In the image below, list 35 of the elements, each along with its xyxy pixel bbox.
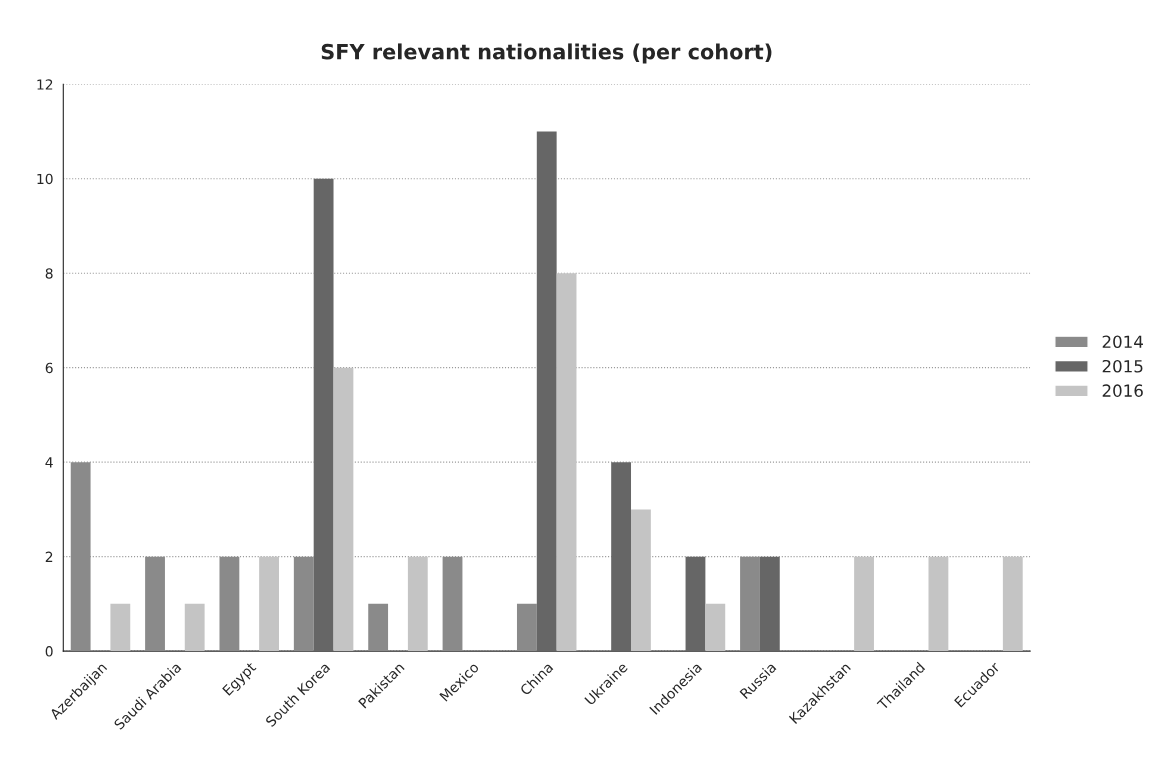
y-tick-label: 8 [45, 268, 53, 279]
bar [293, 556, 314, 652]
bar [611, 462, 632, 652]
y-tick-label: 0 [45, 646, 53, 657]
bar [928, 556, 949, 652]
bar [110, 603, 131, 652]
bar [685, 556, 706, 652]
bar [407, 556, 428, 652]
bar [1002, 556, 1023, 652]
legend-label: 2015 [1102, 359, 1143, 373]
legend-label: 2014 [1102, 335, 1143, 349]
bar [740, 556, 760, 652]
legend-label: 2016 [1102, 384, 1143, 397]
y-tick-label: 12 [37, 79, 53, 90]
bar [854, 556, 874, 652]
chart-title: SFY relevant nationalities (per cohort) [321, 43, 772, 64]
bar [442, 556, 463, 652]
y-tick-label: 2 [45, 551, 53, 562]
bar [516, 603, 537, 652]
y-tick-label: 4 [45, 457, 53, 468]
bar [536, 131, 557, 652]
y-tick-label: 10 [37, 173, 53, 185]
bar [631, 509, 651, 652]
bar [368, 603, 389, 652]
bar [70, 462, 91, 652]
bar [184, 603, 205, 652]
bar [705, 603, 726, 652]
bar [556, 273, 577, 652]
bar [259, 556, 279, 652]
bar [313, 178, 334, 652]
y-tick-label: 6 [45, 362, 53, 374]
bar [219, 556, 240, 652]
bar [145, 556, 165, 652]
bar [759, 556, 780, 652]
bar [333, 367, 354, 652]
